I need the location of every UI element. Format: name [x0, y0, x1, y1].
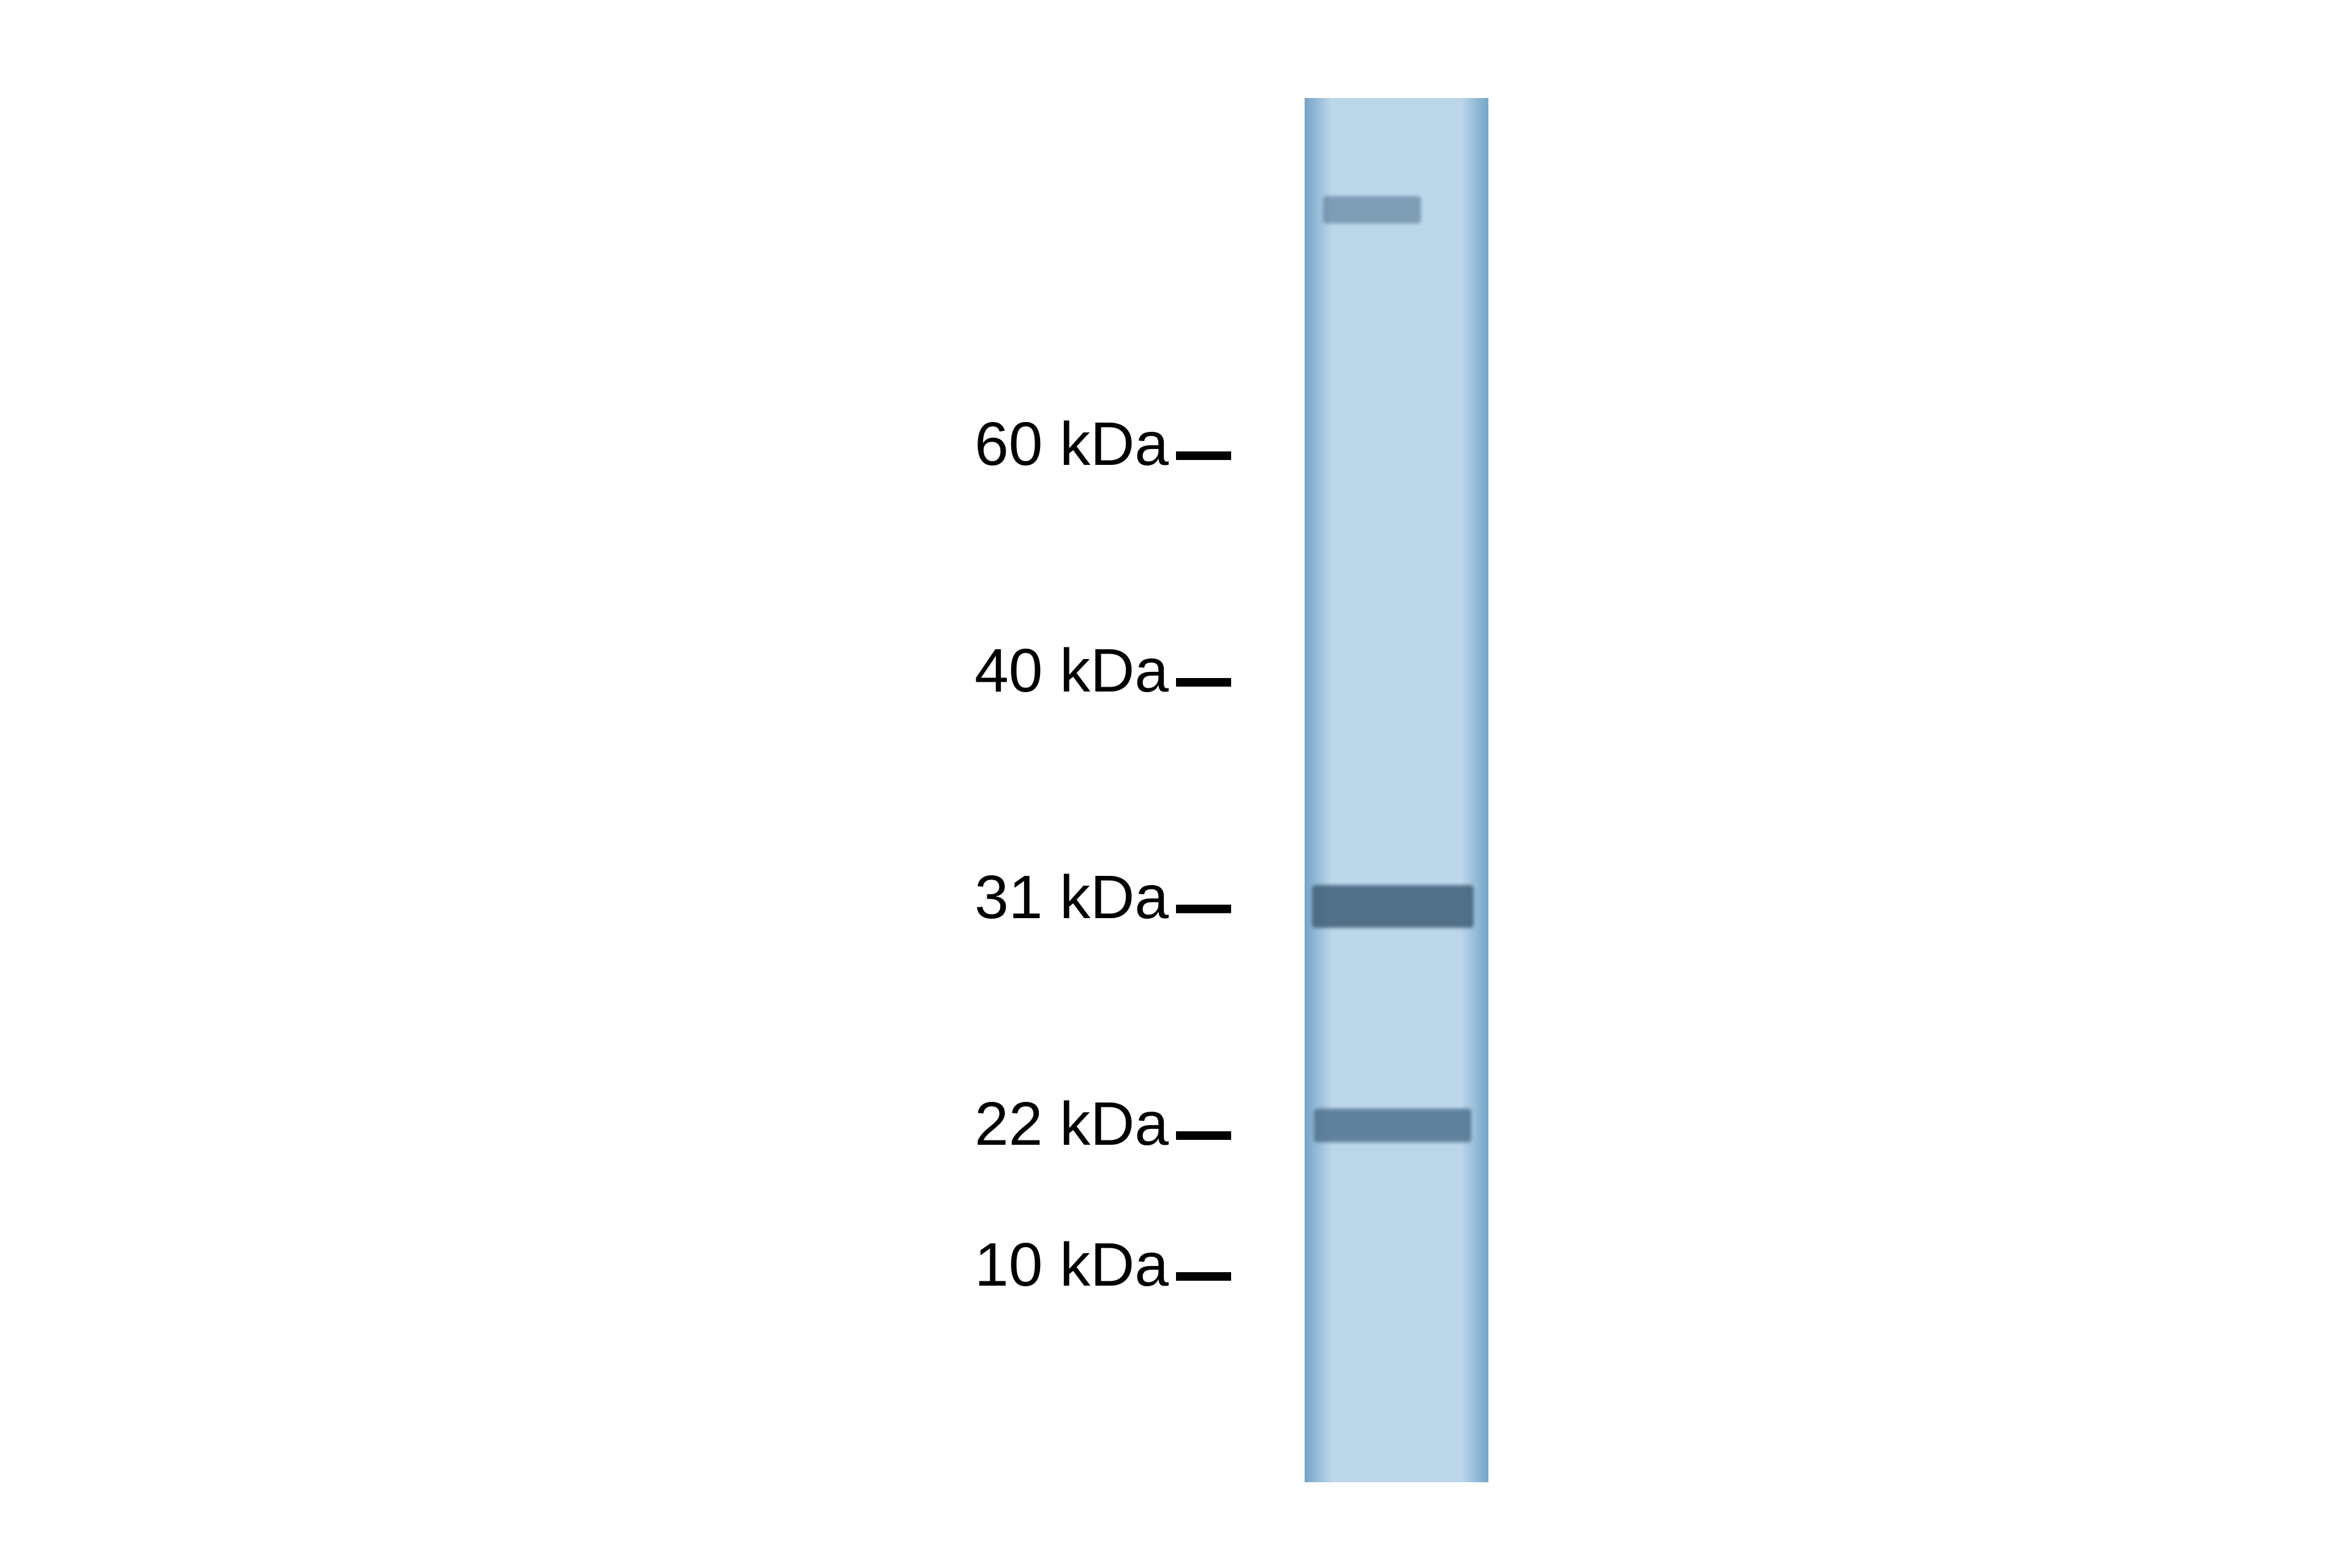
mw-tick-0	[1176, 451, 1231, 460]
mw-label-0: 60 kDa	[801, 409, 1169, 480]
mw-tick-4	[1176, 1272, 1231, 1281]
mw-label-2: 31 kDa	[801, 862, 1169, 933]
figure-container: 60 kDa 40 kDa 31 kDa 22 kDa 10 kDa	[0, 0, 2352, 1568]
mw-tick-1	[1176, 678, 1231, 687]
band-1	[1312, 885, 1474, 928]
mw-label-3: 22 kDa	[801, 1089, 1169, 1159]
mw-label-4: 10 kDa	[801, 1230, 1169, 1300]
mw-tick-2	[1176, 905, 1231, 913]
mw-tick-3	[1176, 1131, 1231, 1140]
band-2	[1314, 1109, 1471, 1142]
mw-label-1: 40 kDa	[801, 636, 1169, 706]
blot-lane	[1305, 98, 1488, 1482]
band-0	[1323, 196, 1421, 224]
